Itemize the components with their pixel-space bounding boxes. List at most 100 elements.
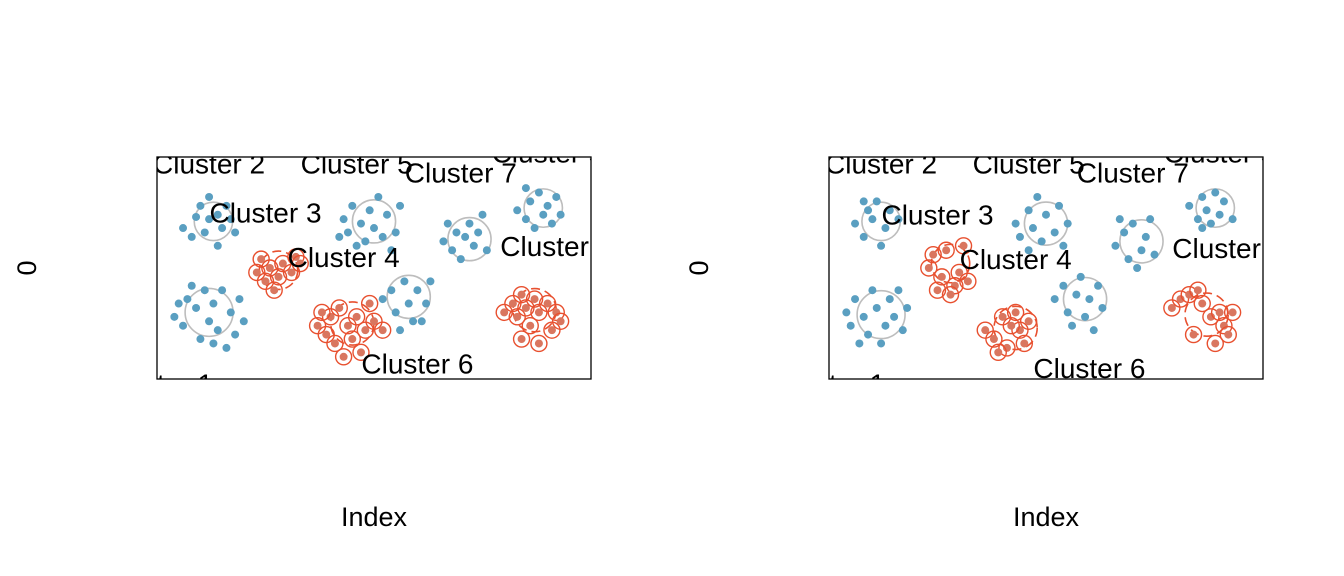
data-point [396, 201, 405, 210]
highlight-ring [1011, 321, 1029, 339]
data-point [448, 246, 457, 255]
data-point [313, 321, 322, 330]
data-point [365, 206, 374, 215]
cluster-boundary [351, 199, 397, 244]
highlight-ring [291, 254, 309, 273]
cluster-boundary [184, 287, 234, 338]
data-point [330, 339, 339, 348]
data-point [890, 312, 899, 321]
cluster-label: Cluster 1 [101, 368, 213, 399]
data-point [1015, 232, 1024, 241]
data-point [296, 259, 305, 268]
data-point [335, 303, 344, 312]
data-point [903, 303, 912, 312]
data-point [1219, 197, 1228, 206]
data-point [1081, 312, 1090, 321]
highlight-ring [543, 321, 561, 339]
data-point [543, 201, 552, 210]
data-point [231, 228, 240, 237]
data-point [842, 308, 851, 317]
data-point [1185, 201, 1194, 210]
cluster-label: Cluster 8 [1172, 233, 1284, 264]
data-point [218, 286, 227, 295]
data-point [343, 228, 352, 237]
data-point [205, 317, 214, 326]
highlight-ring [248, 263, 266, 282]
data-point [278, 259, 287, 268]
data-point [1037, 237, 1046, 246]
data-point [335, 232, 344, 241]
highlight-ring [924, 245, 942, 264]
data-point [226, 308, 235, 317]
data-point [1115, 215, 1124, 224]
data-point [1198, 224, 1207, 233]
data-point [356, 219, 365, 228]
highlight-ring [1180, 285, 1198, 304]
data-point [439, 237, 448, 246]
data-point [851, 219, 860, 228]
data-point [222, 201, 231, 210]
data-point [348, 335, 357, 344]
data-point [378, 232, 387, 241]
data-point [1193, 215, 1202, 224]
highlight-ring [504, 294, 522, 313]
cluster-boundary [930, 243, 971, 284]
data-point [218, 224, 227, 233]
data-point [955, 268, 964, 277]
data-point [409, 317, 418, 326]
data-point [864, 206, 873, 215]
plot-area-left: Cluster 1 Cluster 2 Cluster 3 Cluster 4 Clus… [101, 138, 604, 399]
cluster-label: Cluster 7 [405, 158, 517, 189]
highlight-ring [356, 321, 375, 339]
highlight-ring [347, 308, 366, 326]
data-point [170, 312, 179, 321]
cluster-label: Cluster 2 [153, 149, 265, 180]
highlight-ring [1163, 299, 1181, 317]
data-point [521, 184, 530, 193]
data-point [946, 290, 955, 299]
data-point [937, 272, 946, 281]
data-point [1150, 250, 1159, 259]
data-point [417, 317, 426, 326]
data-point [383, 210, 392, 219]
data-point [192, 303, 201, 312]
highlight-ring [269, 268, 288, 286]
cluster-boundary [993, 305, 1038, 351]
cluster-label: Cluster 5 [301, 149, 413, 180]
data-point [1076, 272, 1085, 281]
highlight-ring [495, 303, 513, 322]
y-axis-label-left: 0 [12, 260, 42, 275]
data-point [1198, 192, 1207, 201]
data-point [1050, 295, 1059, 304]
data-point [552, 192, 561, 201]
data-point [1224, 330, 1233, 339]
data-point [864, 330, 873, 339]
data-point [1193, 286, 1202, 295]
highlight-ring [1002, 317, 1020, 335]
cluster-label: Cluster 9 [1164, 138, 1276, 169]
data-point [1219, 321, 1228, 330]
data-point [270, 286, 279, 295]
plot-area-right: Cluster 1 Cluster 2 Cluster 3 Cluster 4 Clus… [829, 138, 1284, 379]
cluster-boundary [1119, 218, 1164, 264]
highlight-ring [343, 330, 361, 348]
data-point [994, 348, 1003, 357]
data-point [1072, 290, 1081, 299]
data-point [378, 326, 387, 335]
data-point [855, 339, 864, 348]
data-point [1063, 308, 1072, 317]
data-point [1055, 201, 1064, 210]
cluster-label: Cluster 9 [492, 138, 604, 169]
data-point [1128, 219, 1137, 228]
data-point [226, 215, 235, 224]
highlight-ring [1206, 334, 1224, 353]
data-point [859, 197, 868, 206]
highlight-ring [954, 237, 973, 255]
data-point [894, 215, 903, 224]
highlight-ring [547, 303, 565, 322]
highlight-ring [352, 343, 370, 362]
highlight-ring [1210, 303, 1229, 322]
data-point [213, 210, 222, 219]
data-point [196, 201, 205, 210]
data-point [326, 312, 335, 321]
